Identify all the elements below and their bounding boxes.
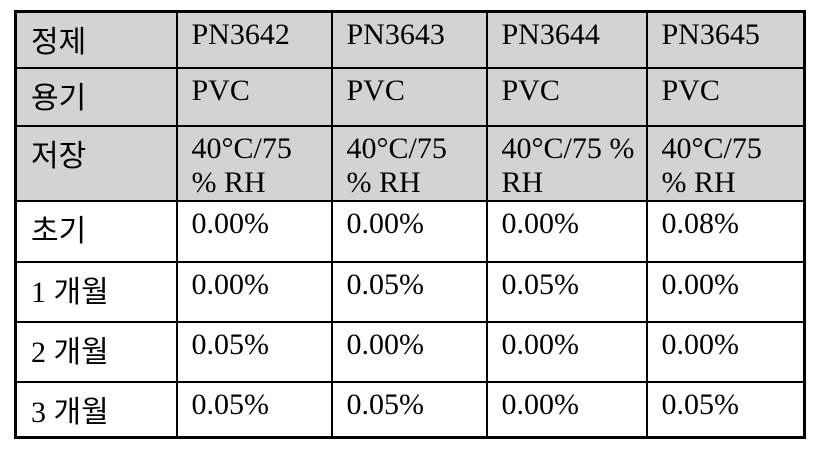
value-cell: 0.00% [330,320,488,383]
row-label-cell: 초기 [14,199,178,263]
value-cell: 0.00% [485,199,648,263]
stability-table: 정제 PN3642 PN3643 PN3644 PN3645 용기 PVC PV… [14,10,806,439]
table-row-month-3: 3 개월 0.05% 0.05% 0.00% 0.05% [14,380,806,439]
value-cell: 40°C/75 % RH [175,124,333,202]
row-label-cell: 2 개월 [14,320,178,383]
value-cell: PVC [645,66,806,127]
value-cell: PN3644 [485,10,648,69]
table-row-container: 용기 PVC PVC PVC PVC [14,66,806,127]
table-row-initial: 초기 0.00% 0.00% 0.00% 0.08% [14,199,806,263]
value-cell: PVC [330,66,488,127]
row-label-cell: 1 개월 [14,260,178,323]
value-cell: PVC [485,66,648,127]
value-cell: 0.00% [330,199,488,263]
value-cell: 0.05% [645,380,806,439]
value-cell: 0.05% [175,320,333,383]
value-cell: 0.00% [645,260,806,323]
value-cell: 0.00% [485,380,648,439]
table-row-month-2: 2 개월 0.05% 0.00% 0.00% 0.00% [14,320,806,383]
value-cell: 0.05% [330,260,488,323]
value-cell: PN3645 [645,10,806,69]
value-cell: 40°C/75 % RH [645,124,806,202]
row-label-cell: 3 개월 [14,380,178,439]
value-cell: 0.00% [645,320,806,383]
value-cell: 40°C/75 % RH [485,124,648,202]
value-cell: 0.08% [645,199,806,263]
row-label-cell: 용기 [14,66,178,127]
table-row-storage: 저장 40°C/75 % RH 40°C/75 % RH 40°C/75 % R… [14,124,806,202]
table-row-tablet: 정제 PN3642 PN3643 PN3644 PN3645 [14,10,806,69]
table-row-month-1: 1 개월 0.00% 0.05% 0.05% 0.00% [14,260,806,323]
value-cell: 40°C/75 % RH [330,124,488,202]
value-cell: PN3643 [330,10,488,69]
value-cell: 0.05% [175,380,333,439]
value-cell: 0.00% [485,320,648,383]
value-cell: 0.05% [330,380,488,439]
value-cell: 0.00% [175,199,333,263]
row-label-cell: 정제 [14,10,178,69]
value-cell: 0.00% [175,260,333,323]
row-label-cell: 저장 [14,124,178,202]
value-cell: PN3642 [175,10,333,69]
value-cell: PVC [175,66,333,127]
value-cell: 0.05% [485,260,648,323]
